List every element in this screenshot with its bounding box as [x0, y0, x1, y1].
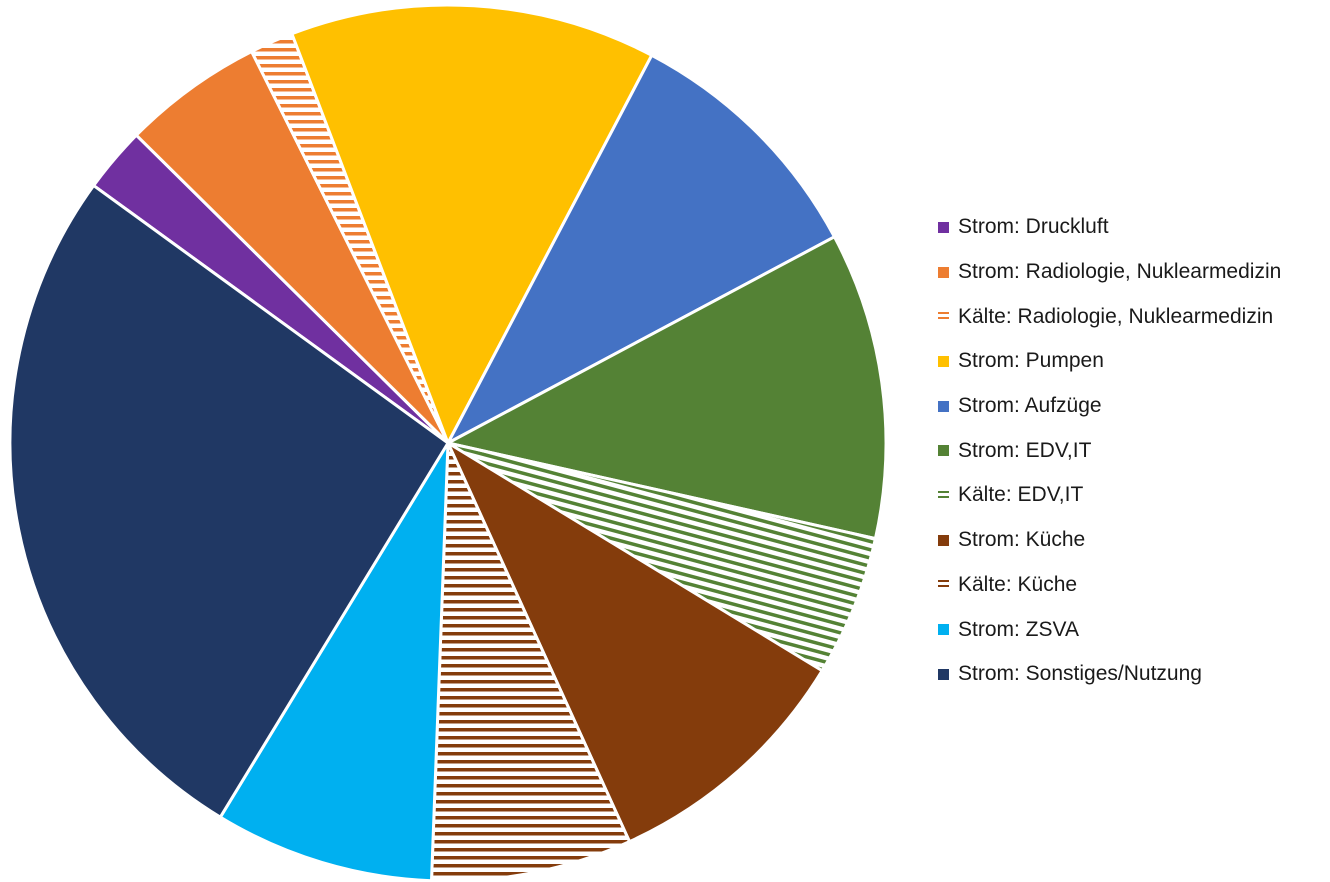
legend-swatch — [938, 311, 949, 323]
legend-swatch — [938, 221, 949, 233]
legend-label: Kälte: Küche — [958, 572, 1078, 596]
legend-swatch — [938, 668, 949, 680]
chart-legend: Strom: Druckluft Strom: Radiologie, Nukle… — [938, 205, 1281, 697]
legend-item: Strom: Radiologie, Nuklearmedizin — [938, 250, 1281, 295]
legend-item: Strom: Küche — [938, 518, 1281, 563]
legend-swatch — [938, 400, 949, 412]
pie-slice-11 — [8, 184, 450, 819]
pie-slices — [8, 3, 888, 882]
pie-slice-7 — [446, 441, 877, 673]
legend-label: Strom: EDV,IT — [958, 438, 1092, 462]
legend-item: Kälte: Radiologie, Nuklearmedizin — [938, 294, 1281, 339]
legend-item: Kälte: Küche — [938, 563, 1281, 608]
legend-item: Strom: Druckluft — [938, 205, 1281, 250]
legend-item: Strom: Pumpen — [938, 339, 1281, 384]
pie-slice-10 — [218, 441, 450, 882]
legend-label: Strom: Küche — [958, 528, 1086, 552]
pie-slice-9 — [429, 441, 631, 882]
legend-label: Strom: Aufzüge — [958, 394, 1102, 418]
legend-swatch — [938, 266, 949, 278]
legend-label: Kälte: EDV,IT — [958, 483, 1084, 507]
legend-label: Strom: Pumpen — [958, 349, 1104, 373]
legend-swatch — [938, 355, 949, 367]
legend-item: Strom: Aufzüge — [938, 384, 1281, 429]
legend-swatch — [938, 445, 949, 457]
legend-item: Strom: Sonstiges/Nutzung — [938, 652, 1281, 697]
legend-label: Kälte: Radiologie, Nuklearmedizin — [958, 304, 1274, 328]
legend-label: Strom: Radiologie, Nuklearmedizin — [958, 260, 1282, 284]
legend-swatch — [938, 534, 949, 546]
legend-item: Strom: EDV,IT — [938, 428, 1281, 473]
legend-item: Kälte: EDV,IT — [938, 473, 1281, 518]
legend-label: Strom: ZSVA — [958, 617, 1079, 641]
legend-label: Strom: Sonstiges/Nutzung — [958, 662, 1202, 686]
pie-slice-6 — [446, 235, 888, 541]
pie-slice-4 — [290, 3, 654, 445]
pie-slice-2 — [134, 50, 450, 445]
legend-swatch — [938, 489, 949, 501]
legend-swatch — [938, 579, 949, 591]
pie-slice-8 — [446, 441, 824, 844]
pie-slice-5 — [446, 53, 836, 445]
legend-label: Strom: Druckluft — [958, 215, 1109, 239]
legend-item: Strom: ZSVA — [938, 607, 1281, 652]
legend-swatch — [938, 624, 949, 636]
